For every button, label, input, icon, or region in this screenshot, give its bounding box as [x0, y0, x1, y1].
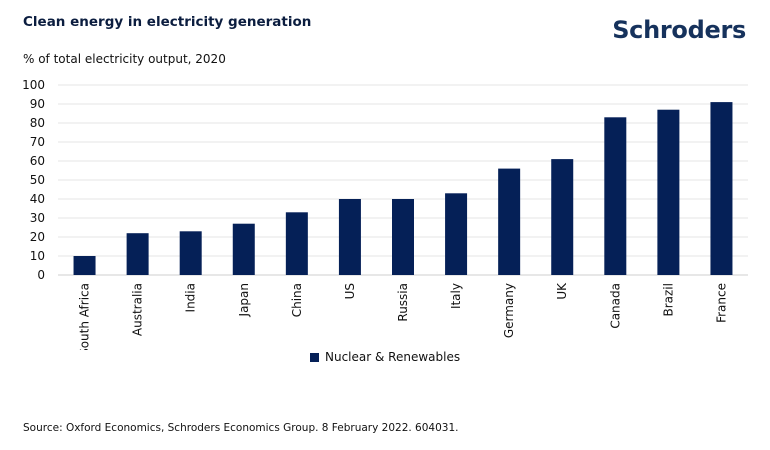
x-tick-label: Australia: [131, 283, 145, 336]
x-tick-label: Germany: [502, 283, 516, 338]
bar: [498, 168, 521, 275]
legend-label: Nuclear & Renewables: [325, 350, 461, 364]
x-tick-label: France: [714, 283, 728, 323]
y-tick-label: 40: [30, 192, 45, 206]
bar: [710, 102, 733, 275]
x-tick-label: China: [290, 283, 304, 317]
y-tick-label: 80: [30, 116, 45, 130]
y-tick-label: 30: [30, 211, 45, 225]
source-note: Source: Oxford Economics, Schroders Econ…: [23, 422, 459, 434]
y-tick-label: 0: [37, 268, 45, 282]
x-tick-label: US: [343, 283, 357, 299]
x-tick-label: Russia: [396, 283, 410, 322]
y-tick-label: 10: [30, 249, 45, 263]
x-tick-label: South Africa: [78, 283, 92, 350]
x-tick-label: Japan: [237, 283, 251, 317]
bar: [338, 199, 361, 275]
x-tick-label: Italy: [449, 283, 463, 309]
brand-logo: Schroders: [612, 16, 746, 44]
legend: Nuclear & Renewables: [310, 350, 460, 364]
y-tick-label: 100: [22, 78, 45, 92]
y-tick-label: 60: [30, 154, 45, 168]
bar: [604, 117, 627, 275]
bar: [285, 212, 308, 275]
x-tick-label: India: [184, 283, 198, 312]
x-tick-label: Canada: [608, 283, 622, 329]
y-tick-label: 90: [30, 97, 45, 111]
y-tick-label: 70: [30, 135, 45, 149]
x-tick-label: Brazil: [661, 283, 675, 317]
x-tick-label: UK: [555, 282, 569, 300]
y-tick-label: 20: [30, 230, 45, 244]
bar: [126, 233, 149, 275]
legend-swatch: [310, 352, 319, 362]
chart-title: Clean energy in electricity generation: [23, 14, 312, 30]
bar: [73, 256, 96, 275]
bar: [657, 109, 680, 275]
bar: [179, 231, 202, 275]
y-tick-label: 50: [30, 173, 45, 187]
chart-subtitle: % of total electricity output, 2020: [23, 52, 226, 66]
bar: [551, 159, 574, 275]
bar: [232, 223, 255, 275]
bar: [445, 193, 468, 275]
bar: [392, 199, 414, 275]
bar-chart: 0 10 20 30 40 50 60 70 80 90 100 South Africa Austra…: [22, 78, 748, 350]
